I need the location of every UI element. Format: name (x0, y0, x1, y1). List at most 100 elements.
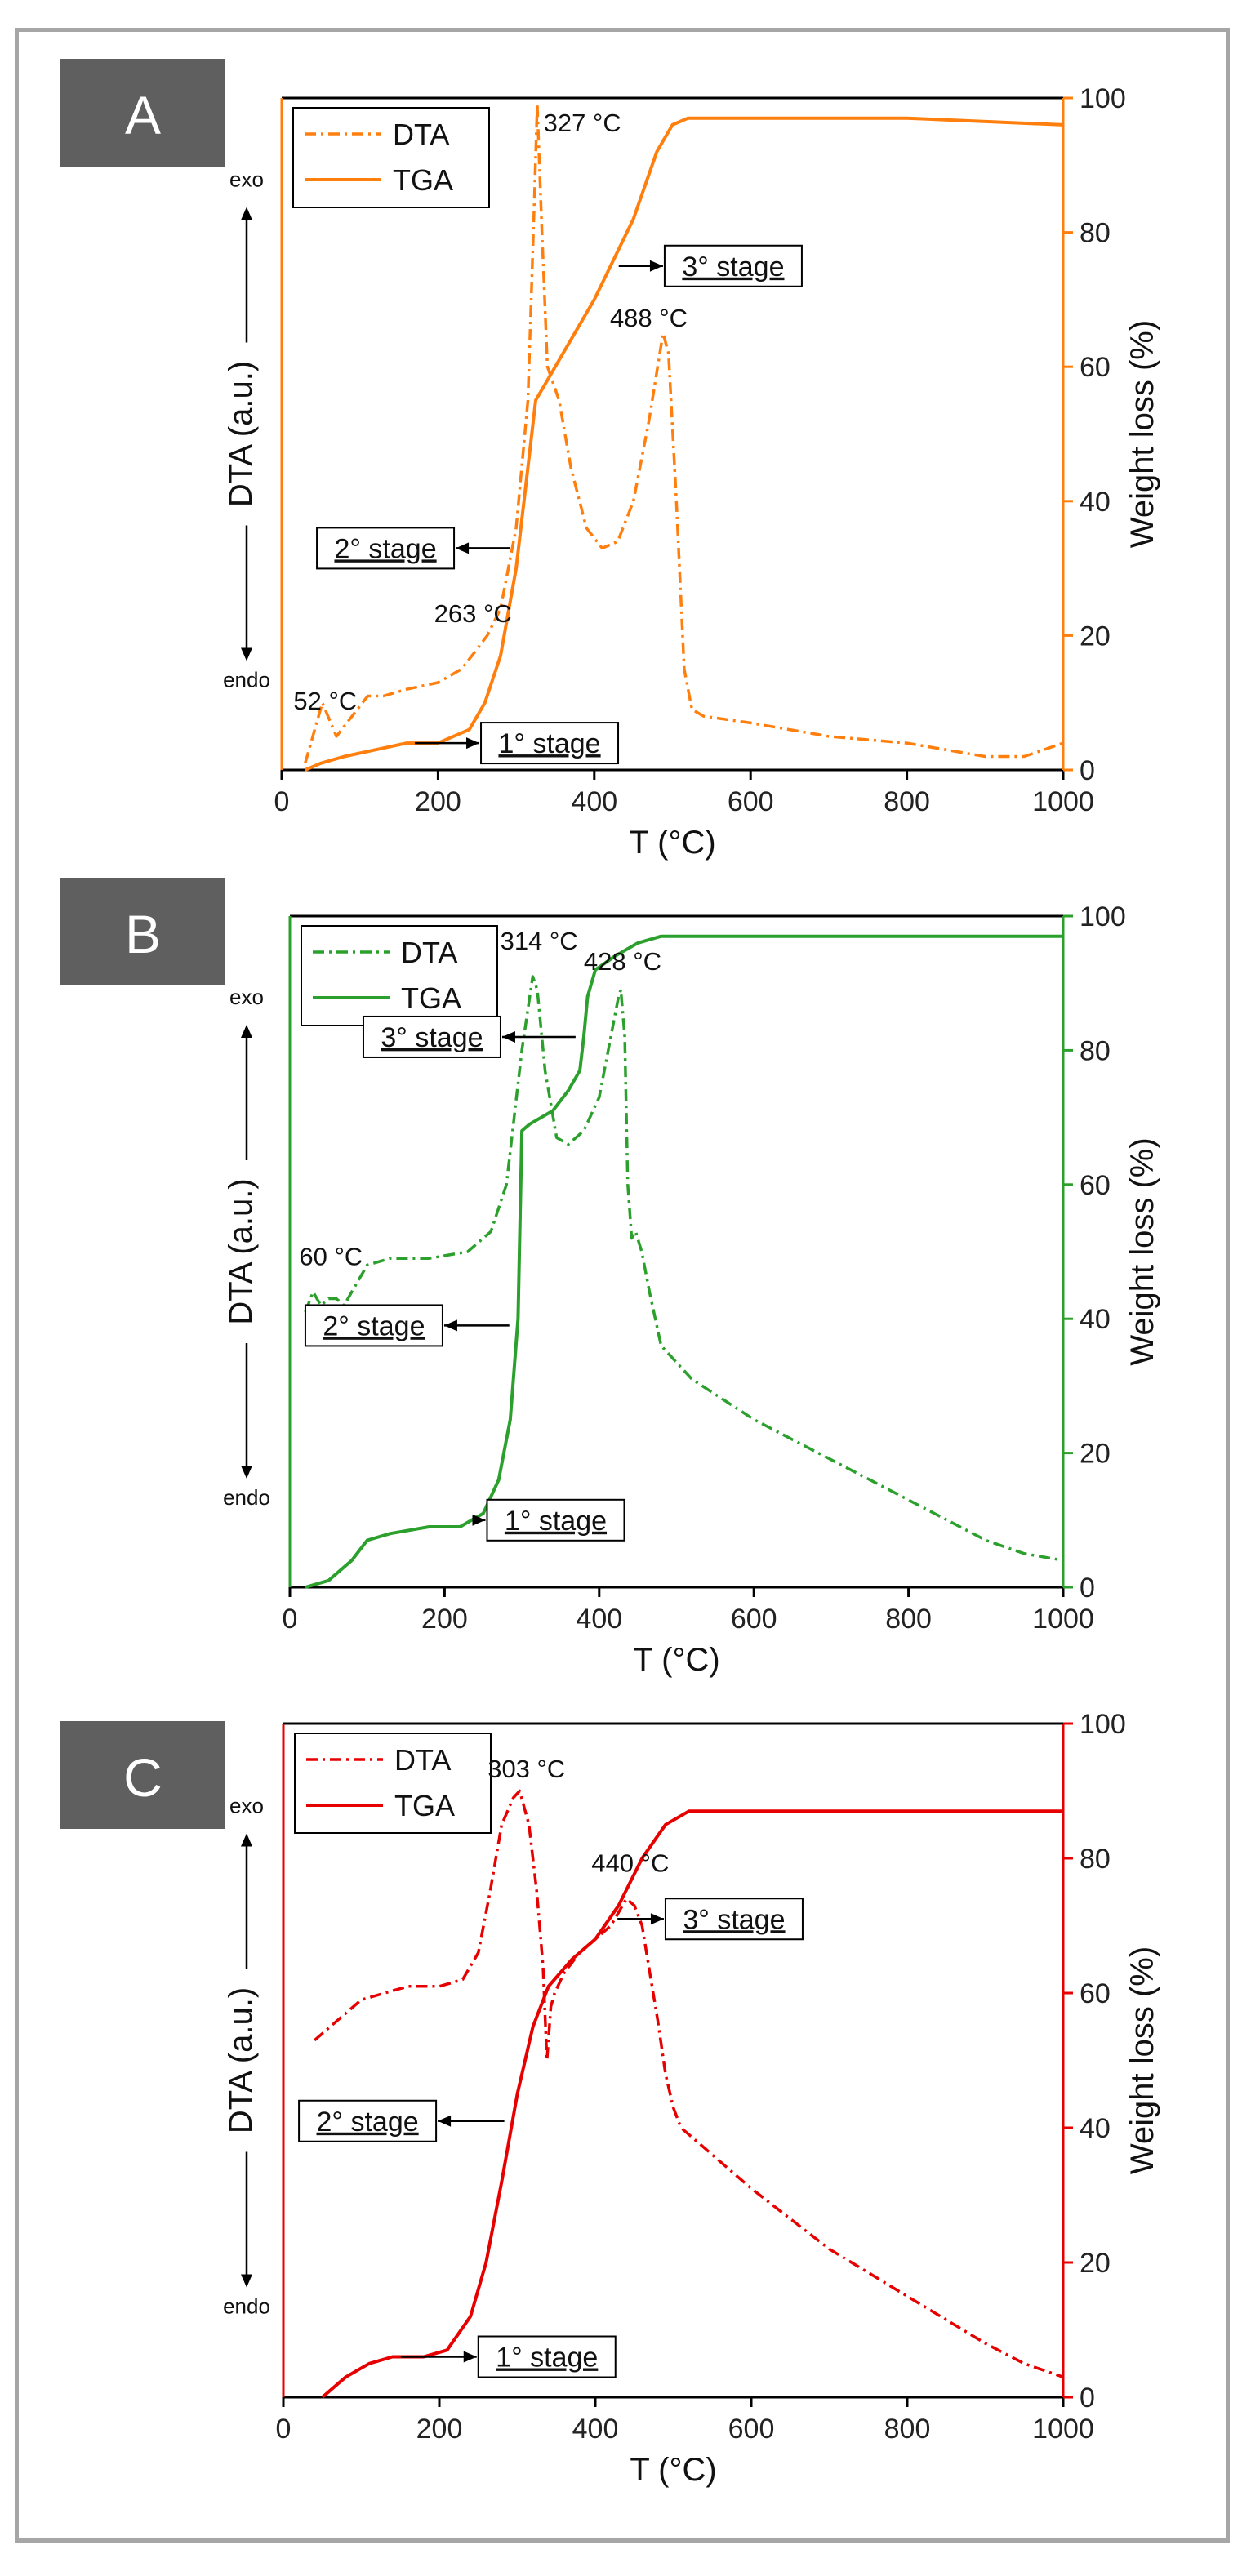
stage-box (304, 1304, 443, 1347)
legend-box (301, 925, 498, 1026)
stage-label: 2° stage (317, 2107, 419, 2138)
series-line-tga (304, 116, 1064, 772)
stage-label: 1° stage (498, 728, 600, 759)
legend-label: DTA (393, 118, 449, 151)
endo-arrow-head (241, 1466, 252, 1479)
stage-arrow-head (463, 2351, 477, 2363)
peak-annotation: 327 °C (544, 109, 621, 137)
series-line-dta (304, 103, 1064, 764)
exo-arrow-head (241, 1833, 252, 1847)
peak-annotation: 263 °C (434, 599, 512, 628)
peak-annotation: 428 °C (584, 947, 661, 976)
legend-label: DTA (401, 936, 457, 969)
stage-label: 2° stage (334, 533, 436, 564)
endo-label: endo (223, 2294, 270, 2319)
peak-annotation: 60 °C (299, 1242, 363, 1270)
x-tick-label: 200 (415, 786, 461, 817)
figure-frame (15, 28, 1230, 2543)
y-tick-label: 100 (1080, 83, 1126, 114)
y-axis-label-left: DTA (a.u.) (223, 1178, 259, 1324)
legend-box (294, 1733, 492, 1834)
legend-label: TGA (401, 981, 461, 1015)
y-tick-label: 60 (1080, 352, 1111, 383)
stage-label: 3° stage (381, 1022, 483, 1053)
y-tick-label: 0 (1080, 755, 1095, 786)
x-tick-label: 1000 (1032, 786, 1094, 817)
endo-arrow-head (241, 2274, 252, 2288)
stage-arrow-head (456, 542, 470, 554)
y-tick-label: 20 (1080, 621, 1111, 652)
stage-label: 1° stage (496, 2342, 598, 2374)
peak-annotation: 314 °C (501, 927, 578, 955)
x-tick-label: 0 (274, 786, 290, 817)
panel-label-box (60, 59, 225, 167)
exo-arrow-head (241, 207, 252, 220)
x-tick-label: 800 (885, 1604, 932, 1635)
x-tick-label: 1000 (1032, 1604, 1094, 1635)
y-tick-label: 80 (1080, 1844, 1111, 1875)
stage-arrow-head (443, 1319, 457, 1332)
legend-box (292, 107, 490, 208)
stage-label: 1° stage (505, 1506, 607, 1537)
x-tick-label: 200 (421, 1604, 468, 1635)
stage-arrow-head (650, 1913, 664, 1925)
x-tick-label: 600 (728, 786, 774, 817)
x-tick-label: 400 (571, 786, 617, 817)
stage-arrow-head (649, 260, 663, 272)
panel-label: B (125, 904, 161, 964)
y-tick-label: 60 (1080, 1978, 1111, 2009)
y-axis-label-left: DTA (a.u.) (223, 361, 259, 507)
y-tick-label: 80 (1080, 218, 1111, 249)
y-tick-label: 40 (1080, 2113, 1111, 2144)
stage-box (480, 722, 620, 765)
peak-annotation: 440 °C (591, 1849, 669, 1878)
x-axis-label: T (°C) (633, 1642, 719, 1678)
y-tick-label: 80 (1080, 1035, 1111, 1066)
exo-arrow-head (241, 1025, 252, 1038)
stage-box (663, 244, 803, 287)
stage-box (477, 2335, 617, 2378)
y-axis-label-left: DTA (a.u.) (223, 1987, 259, 2133)
panel-label-box (60, 878, 225, 985)
endo-arrow-head (241, 647, 252, 661)
x-tick-label: 600 (731, 1604, 777, 1635)
peak-annotation: 303 °C (487, 1755, 565, 1783)
y-tick-label: 0 (1080, 1573, 1095, 1604)
x-tick-label: 0 (276, 2414, 292, 2445)
y-tick-label: 100 (1080, 901, 1126, 932)
series-line-tga (305, 934, 1063, 1589)
x-tick-label: 200 (416, 2414, 463, 2445)
y-tick-label: 0 (1080, 2382, 1095, 2414)
peak-annotation: 488 °C (610, 304, 688, 332)
series-line-dta (304, 975, 1064, 1562)
stage-arrow-head (501, 1030, 515, 1043)
x-axis-label: T (°C) (630, 2452, 716, 2488)
endo-label: endo (223, 668, 270, 692)
x-axis-label: T (°C) (629, 825, 715, 861)
stage-box (316, 527, 456, 570)
y-tick-label: 20 (1080, 1439, 1111, 1470)
stage-label: 3° stage (682, 251, 784, 283)
series-line-dta (314, 1789, 1064, 2378)
endo-label: endo (223, 1485, 270, 1510)
y-axis-label-right: Weight loss (%) (1124, 1946, 1160, 2174)
stage-arrow-head (438, 2115, 452, 2127)
legend-label: TGA (394, 1789, 455, 1822)
panel-label-box (60, 1721, 225, 1829)
panel-label: A (125, 85, 161, 145)
x-tick-label: 400 (572, 2414, 619, 2445)
x-tick-label: 1000 (1032, 2414, 1094, 2445)
stage-box (362, 1015, 501, 1058)
stage-box (486, 1498, 626, 1542)
y-tick-label: 40 (1080, 1304, 1111, 1335)
x-tick-label: 400 (576, 1604, 622, 1635)
x-tick-label: 0 (283, 1604, 298, 1635)
x-tick-label: 800 (884, 2414, 931, 2445)
peak-annotation: 52 °C (293, 687, 357, 715)
